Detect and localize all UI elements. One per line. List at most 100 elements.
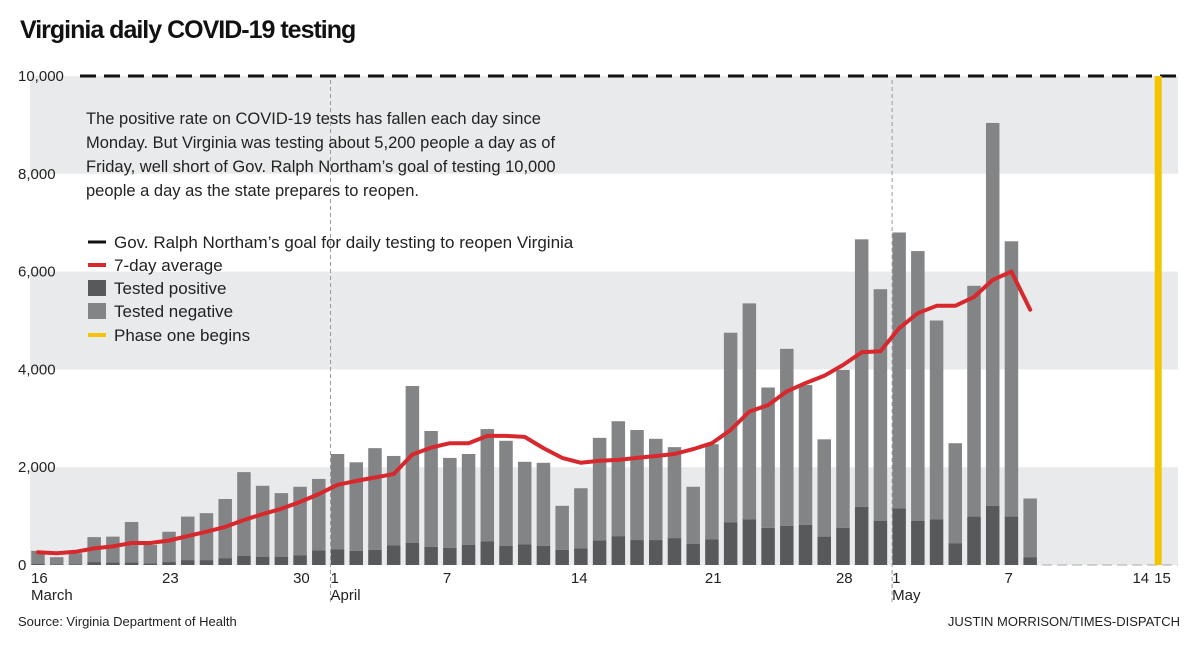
x-month-label: April — [331, 587, 361, 604]
bar-positive — [649, 540, 663, 565]
x-tick-label: 23 — [162, 570, 179, 587]
bar-negative — [929, 320, 944, 520]
bar-positive — [293, 555, 307, 565]
bar-positive — [31, 564, 45, 565]
bar-negative — [517, 461, 532, 545]
bar-negative — [386, 455, 401, 546]
bar-positive — [911, 520, 925, 565]
bar-positive — [555, 549, 569, 565]
bar-negative — [630, 430, 644, 541]
annotation-line: Friday, well short of Gov. Ralph Northam… — [86, 158, 556, 176]
bar-negative — [667, 447, 682, 539]
bar-positive — [312, 550, 326, 565]
bar-positive — [255, 556, 270, 565]
bar-positive — [723, 522, 738, 565]
overlays — [36, 74, 1178, 605]
x-tick-label: 1 — [892, 570, 900, 587]
bar-positive — [87, 562, 101, 565]
bar-positive — [574, 548, 588, 565]
bar-positive — [705, 539, 719, 565]
bar-negative — [349, 462, 363, 551]
bar-positive — [237, 555, 251, 565]
bar-negative — [798, 385, 813, 525]
bar-negative — [274, 493, 289, 557]
bar-positive — [892, 508, 906, 565]
bar-negative — [854, 239, 869, 507]
bar-negative — [649, 438, 663, 541]
x-tick-label: 14 — [1132, 570, 1149, 587]
y-tick-label: 0 — [18, 557, 26, 574]
bar-positive — [517, 544, 532, 565]
bar-negative — [461, 453, 476, 545]
bar-negative — [499, 440, 513, 546]
y-tick-label: 10,000 — [18, 68, 64, 85]
bar-positive — [349, 550, 363, 565]
bar-negative — [68, 553, 83, 565]
bar-positive — [630, 540, 644, 565]
bar-negative — [592, 437, 607, 541]
bar-negative — [106, 536, 120, 563]
annotation: The positive rate on COVID-19 tests has … — [86, 110, 556, 200]
bar-negative — [237, 472, 251, 556]
bar-negative — [611, 421, 626, 537]
bar-positive — [798, 524, 813, 565]
bar-negative — [181, 516, 195, 561]
bar-positive — [199, 560, 214, 565]
bar-positive — [274, 556, 289, 565]
chart-title: Virginia daily COVID-19 testing — [20, 16, 355, 44]
bar-positive — [386, 545, 401, 565]
y-tick-label: 6,000 — [18, 264, 56, 281]
bar-positive — [461, 544, 476, 565]
bar-positive — [611, 536, 626, 565]
legend-label: Gov. Ralph Northam’s goal for daily test… — [114, 233, 574, 252]
bar-negative — [199, 513, 214, 561]
x-tick-label: 1 — [331, 570, 339, 587]
bar-positive — [106, 562, 120, 565]
y-tick-label: 4,000 — [18, 361, 56, 378]
bar-negative — [817, 439, 831, 537]
bar-negative — [705, 444, 719, 540]
bar-positive — [742, 519, 757, 565]
bar-negative — [1023, 498, 1037, 558]
bar-negative — [686, 486, 700, 544]
bar-positive — [985, 505, 1000, 565]
bar-negative — [836, 369, 850, 528]
source-note: Source: Virginia Department of Health — [18, 614, 237, 629]
bar-negative — [424, 431, 438, 547]
bar-negative — [443, 457, 457, 548]
x-tick-label: 7 — [1004, 570, 1012, 587]
bar-positive — [929, 519, 944, 565]
bar-positive — [499, 545, 513, 565]
bar-negative — [49, 557, 64, 565]
bar-negative — [967, 285, 981, 517]
bar-negative — [330, 453, 345, 550]
bar-positive — [480, 541, 495, 565]
x-tick-label: 30 — [293, 570, 310, 587]
annotation-line: people a day as the state prepares to re… — [86, 182, 419, 200]
bar-positive — [817, 536, 831, 565]
bar-negative — [368, 448, 382, 550]
bar-positive — [761, 527, 775, 565]
legend: Gov. Ralph Northam’s goal for daily test… — [88, 233, 574, 345]
bar-positive — [218, 558, 232, 565]
bar-positive — [536, 545, 551, 565]
legend-label: Phase one begins — [114, 326, 250, 345]
seven-day-average-line — [36, 269, 1033, 556]
y-tick-label: 2,000 — [18, 459, 56, 476]
bar-negative — [536, 462, 551, 546]
bar-negative — [162, 531, 176, 563]
bar-negative — [948, 443, 963, 544]
bar-positive — [686, 543, 700, 565]
bar-negative — [985, 122, 1000, 506]
y-tick-label: 8,000 — [18, 166, 56, 183]
bar-positive — [162, 562, 176, 565]
x-tick-label: 21 — [705, 570, 722, 587]
bar-positive — [405, 542, 420, 565]
bar-negative — [761, 387, 775, 528]
legend-label: 7-day average — [114, 256, 223, 275]
x-tick-label: 14 — [571, 570, 588, 587]
bar-negative — [405, 386, 420, 543]
x-tick-label: 15 — [1154, 570, 1171, 587]
credit: JUSTIN MORRISON/TIMES-DISPATCH — [948, 614, 1180, 629]
bar-positive — [143, 563, 158, 565]
